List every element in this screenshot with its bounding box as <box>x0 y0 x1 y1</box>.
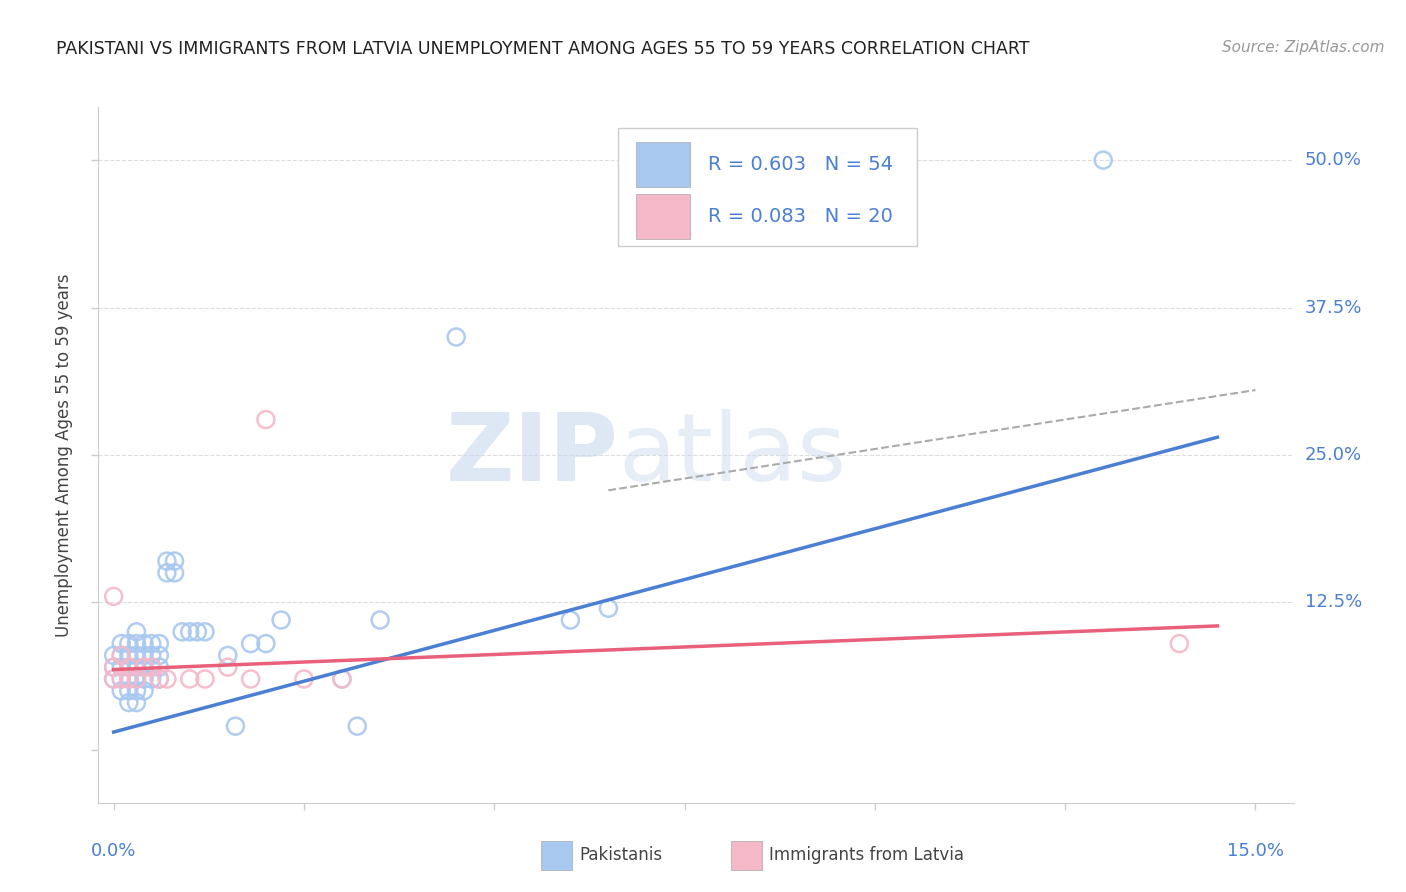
Point <box>125 672 148 686</box>
Point <box>110 672 132 686</box>
Text: R = 0.083   N = 20: R = 0.083 N = 20 <box>709 207 893 226</box>
Point <box>179 624 201 639</box>
Text: 25.0%: 25.0% <box>1305 446 1362 464</box>
Point <box>330 672 353 686</box>
Point <box>125 624 148 639</box>
Point <box>1092 153 1115 167</box>
Point <box>103 660 125 674</box>
Text: Source: ZipAtlas.com: Source: ZipAtlas.com <box>1222 40 1385 55</box>
Point <box>110 637 132 651</box>
Point <box>125 696 148 710</box>
Text: 37.5%: 37.5% <box>1305 299 1362 317</box>
Point <box>148 672 170 686</box>
Point <box>444 330 467 344</box>
Point <box>254 412 277 426</box>
Point <box>103 590 125 604</box>
Point <box>270 613 292 627</box>
Text: 12.5%: 12.5% <box>1305 593 1362 611</box>
Point <box>598 601 620 615</box>
Text: atlas: atlas <box>619 409 846 501</box>
Point <box>156 566 179 580</box>
Text: 50.0%: 50.0% <box>1305 151 1361 169</box>
Point <box>156 672 179 686</box>
Point <box>292 672 315 686</box>
Point <box>103 672 125 686</box>
Y-axis label: Unemployment Among Ages 55 to 59 years: Unemployment Among Ages 55 to 59 years <box>55 273 73 637</box>
Point <box>330 672 353 686</box>
FancyBboxPatch shape <box>619 128 917 246</box>
Point <box>110 648 132 663</box>
Point <box>118 683 141 698</box>
Point <box>224 719 246 733</box>
Point <box>194 672 217 686</box>
Point <box>254 637 277 651</box>
Point <box>141 672 163 686</box>
Point <box>194 624 217 639</box>
Point <box>186 624 208 639</box>
Point <box>217 660 239 674</box>
Point <box>118 648 141 663</box>
Point <box>141 637 163 651</box>
FancyBboxPatch shape <box>637 194 690 239</box>
FancyBboxPatch shape <box>637 142 690 187</box>
Point <box>132 660 155 674</box>
Point <box>148 648 170 663</box>
Point <box>125 683 148 698</box>
Text: PAKISTANI VS IMMIGRANTS FROM LATVIA UNEMPLOYMENT AMONG AGES 55 TO 59 YEARS CORRE: PAKISTANI VS IMMIGRANTS FROM LATVIA UNEM… <box>56 40 1029 58</box>
Point <box>346 719 368 733</box>
Point <box>156 554 179 568</box>
Point <box>118 696 141 710</box>
Text: 0.0%: 0.0% <box>91 842 136 860</box>
Text: Pakistanis: Pakistanis <box>579 847 662 864</box>
Point <box>141 648 163 663</box>
Point <box>118 637 141 651</box>
Point <box>118 672 141 686</box>
Point <box>132 660 155 674</box>
Point <box>132 637 155 651</box>
Point <box>103 648 125 663</box>
Point <box>172 624 194 639</box>
Point <box>110 648 132 663</box>
Point <box>1168 637 1191 651</box>
Point <box>110 672 132 686</box>
Point <box>118 660 141 674</box>
Point <box>132 683 155 698</box>
Point <box>110 660 132 674</box>
Point <box>118 660 141 674</box>
Point <box>148 672 170 686</box>
Point <box>239 637 262 651</box>
Point <box>368 613 391 627</box>
Point <box>125 672 148 686</box>
Text: ZIP: ZIP <box>446 409 619 501</box>
Point <box>179 672 201 686</box>
Point <box>217 648 239 663</box>
Point <box>141 660 163 674</box>
Text: Immigrants from Latvia: Immigrants from Latvia <box>769 847 965 864</box>
Point <box>560 613 582 627</box>
Text: 15.0%: 15.0% <box>1227 842 1284 860</box>
Point <box>118 672 141 686</box>
Point <box>148 660 170 674</box>
Point <box>125 648 148 663</box>
Point <box>103 660 125 674</box>
Point <box>132 648 155 663</box>
Point <box>163 566 186 580</box>
Point <box>239 672 262 686</box>
Point <box>141 660 163 674</box>
Point <box>163 554 186 568</box>
Point <box>132 672 155 686</box>
Point <box>110 683 132 698</box>
Point <box>125 637 148 651</box>
Text: R = 0.603   N = 54: R = 0.603 N = 54 <box>709 154 893 174</box>
Point <box>148 637 170 651</box>
Point <box>125 660 148 674</box>
Point <box>103 672 125 686</box>
